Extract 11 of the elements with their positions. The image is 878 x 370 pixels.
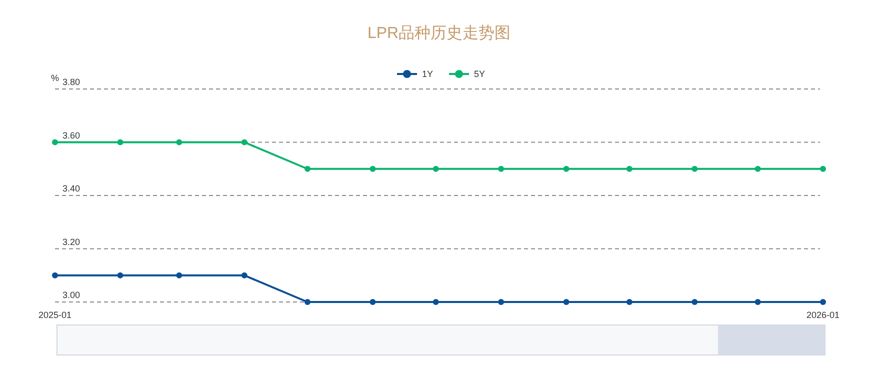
y-tick-label: 3.40 (62, 184, 80, 194)
x-tick-label: 2025-01 (38, 310, 72, 320)
y-tick-label: 3.00 (62, 290, 80, 300)
legend-label: 1Y (422, 69, 434, 79)
chart-title: LPR品种历史走势图 (367, 24, 511, 42)
legend-label: 5Y (474, 69, 486, 79)
y-tick-label: 3.80 (62, 77, 80, 87)
y-tick-label: 3.20 (62, 236, 80, 247)
y-axis-title: % (51, 73, 60, 83)
x-tick-label: 2026-01 (806, 310, 840, 320)
y-tick-label: 3.60 (62, 130, 80, 140)
